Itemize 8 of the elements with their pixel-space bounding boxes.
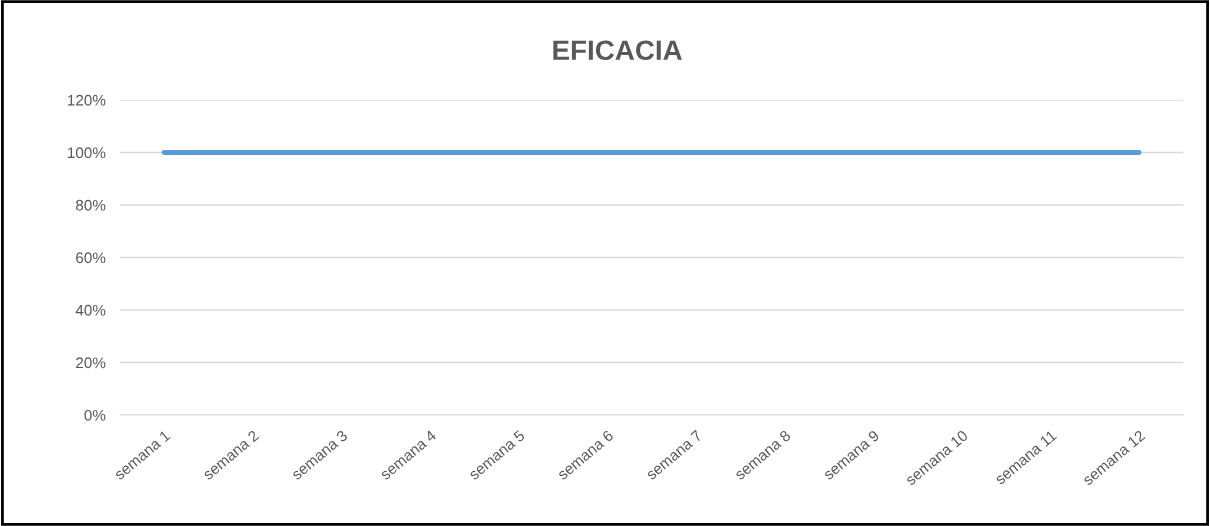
y-tick-label: 0% — [84, 409, 106, 421]
y-tick-label: 120% — [67, 94, 106, 106]
y-tick-label: 80% — [75, 199, 106, 211]
y-tick-label: 60% — [76, 252, 106, 264]
y-tick-label: 100% — [67, 147, 106, 159]
y-tick-label: 20% — [76, 357, 106, 369]
chart-title: EFICACIA — [553, 40, 682, 61]
y-tick-label: 40% — [75, 304, 106, 316]
